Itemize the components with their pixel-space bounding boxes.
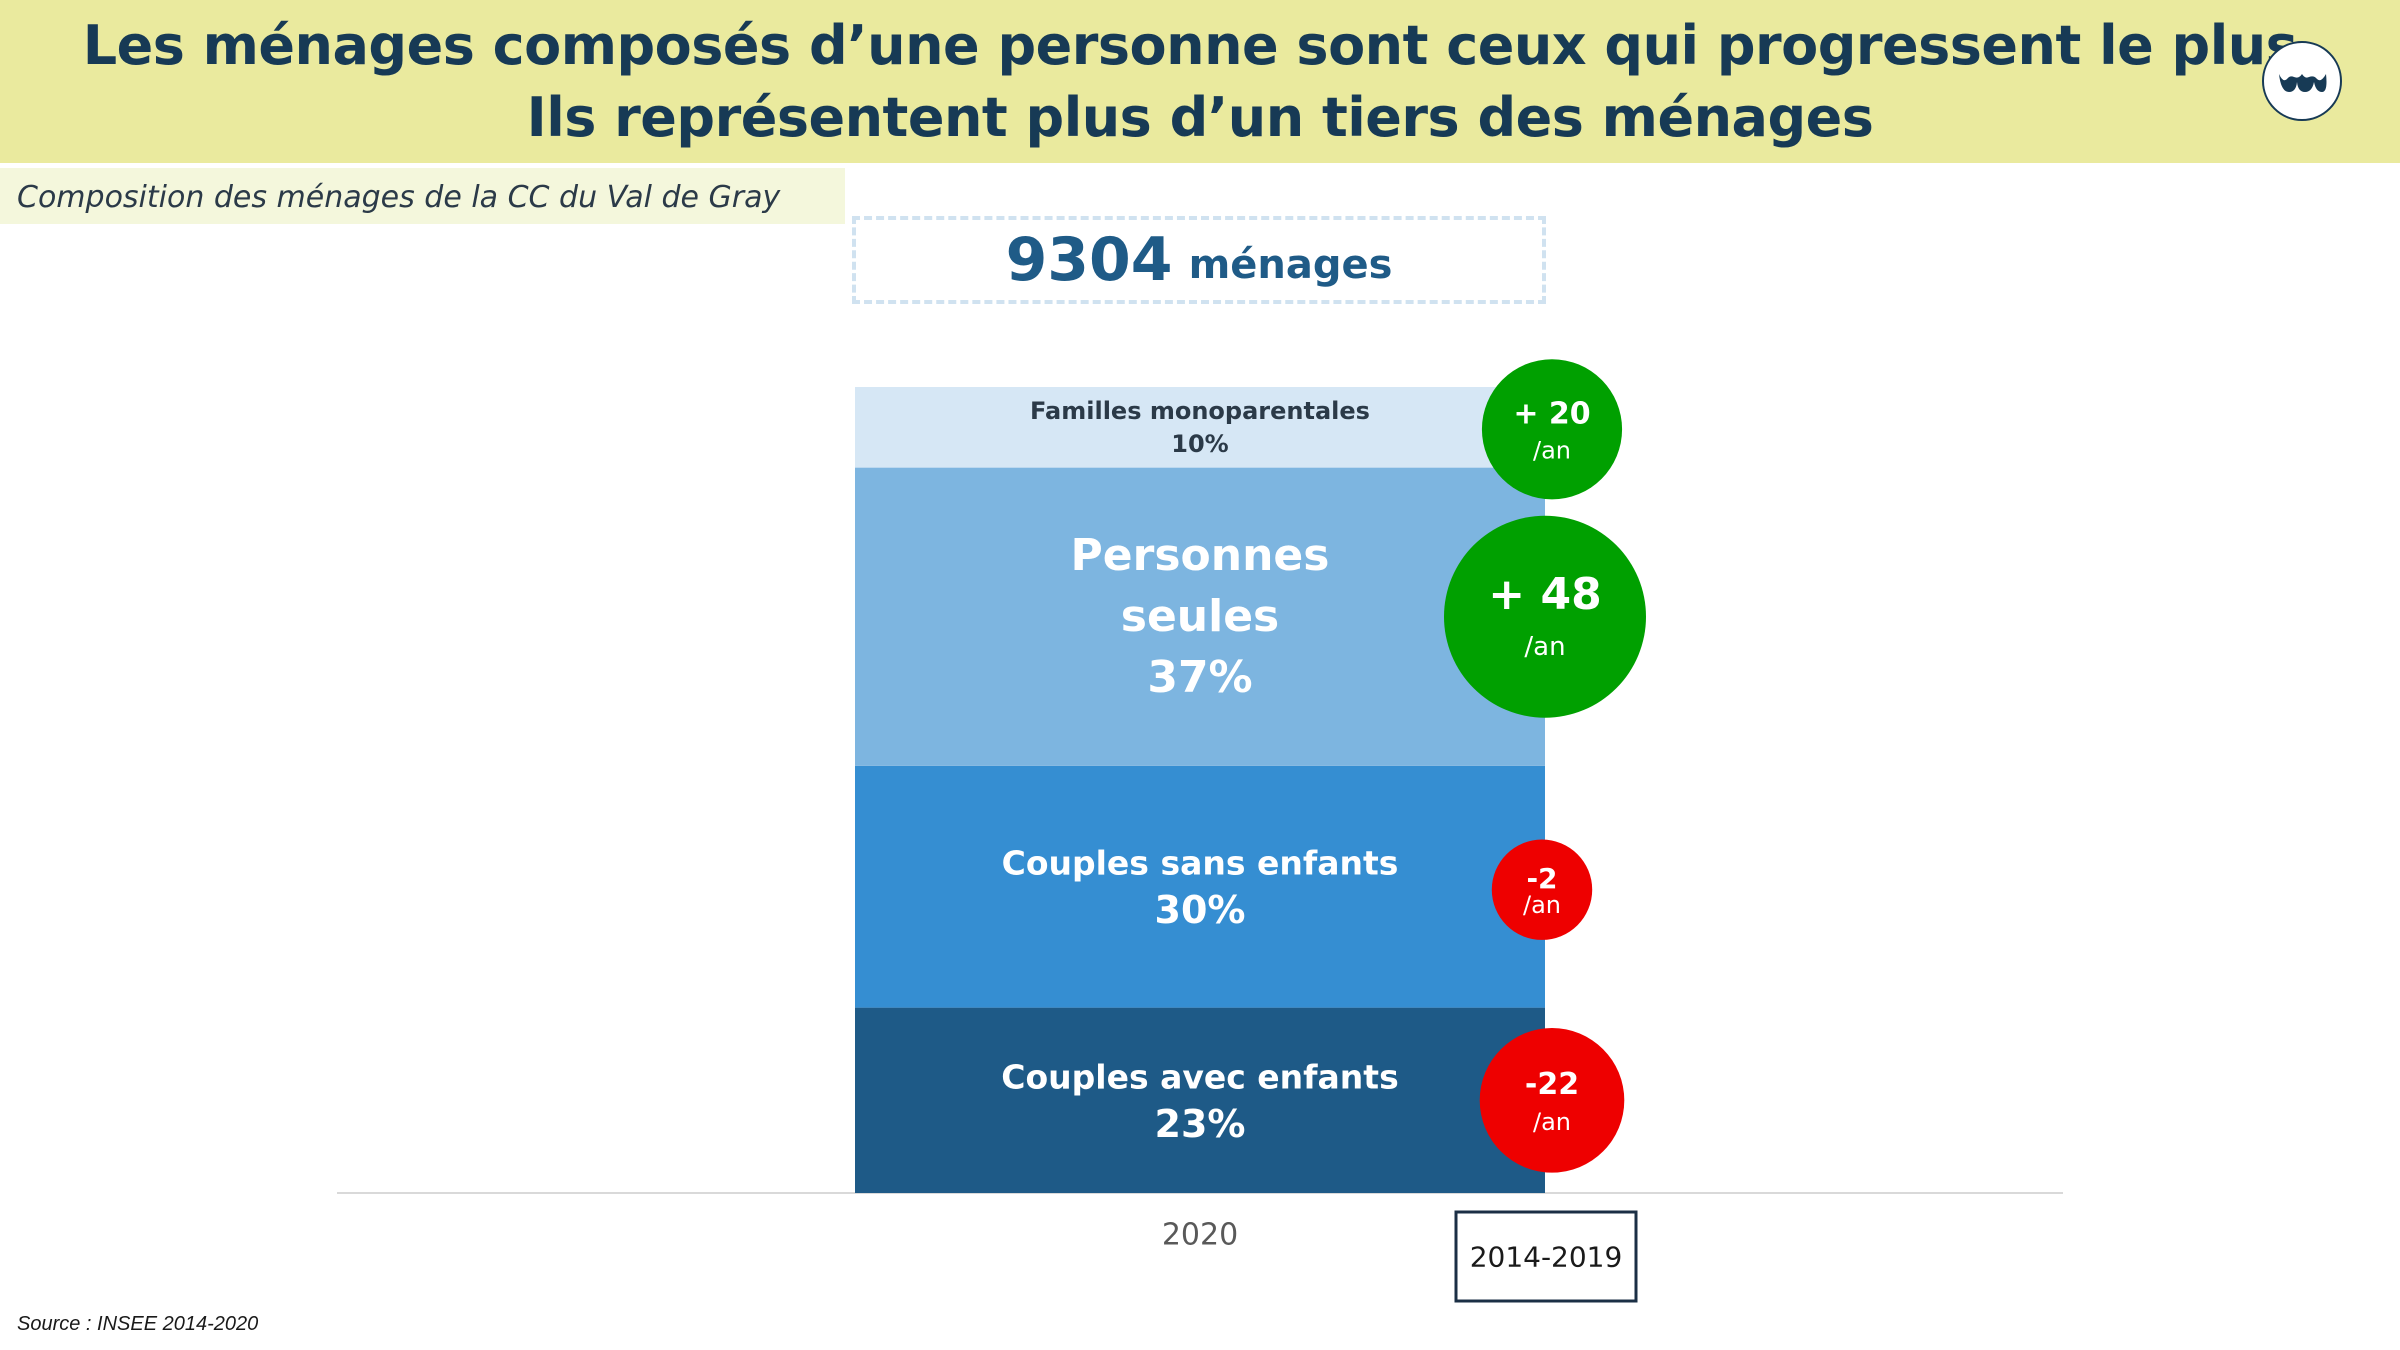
page-title-line-1: Les ménages composés d’une personne sont… [82,14,2318,77]
subtitle-band: Composition des ménages de la CC du Val … [0,168,845,224]
segment-value-label: 37% [1147,652,1252,703]
bar-segment-couples-sans-enfants [855,765,1545,1008]
bar-segment-couples-avec-enfants [855,1007,1545,1193]
growth-bubble [1491,839,1593,940]
growth-value-label: + 48 [1488,569,1601,620]
total-households-box: 9304 ménages [852,216,1546,304]
growth-period-box [1454,1210,1638,1303]
growth-unit-label: /an [1523,891,1561,919]
growth-unit-label: /an [1533,436,1571,464]
segment-category-label: Familles monoparentales [1030,397,1370,425]
page-title-line-2: Ils représentent plus d’un tiers des mén… [526,86,1874,149]
growth-value-label: + 20 [1513,396,1590,431]
bar-segment-familles-monoparentales [855,387,1545,468]
x-tick-label: 2020 [1162,1218,1238,1253]
bar-segment-personnes-seules [855,467,1545,766]
total-households-unit: ménages [1188,242,1393,288]
segment-value-label: 23% [1155,1102,1246,1146]
segment-category-label: Personnes [1071,530,1330,581]
growth-unit-label: /an [1524,632,1565,662]
total-households-number: 9304 [1005,225,1173,295]
segment-category-label: Couples avec enfants [1001,1057,1398,1096]
growth-value-label: -2 [1526,862,1557,895]
segment-value-label: 10% [1171,430,1228,458]
growth-period-label: 2014-2019 [1470,1241,1623,1274]
segment-value-label: 30% [1155,888,1246,932]
segment-category-label: seules [1121,591,1279,642]
brand-logo-icon [2262,41,2342,121]
source-note: Source : INSEE 2014-2020 [17,1313,259,1335]
growth-bubble [1481,359,1623,500]
title-banner: Les ménages composés d’une personne sont… [0,0,2400,163]
growth-bubble [1479,1028,1625,1173]
chart-subtitle: Composition des ménages de la CC du Val … [17,180,781,215]
growth-bubble [1444,515,1646,718]
growth-unit-label: /an [1533,1108,1571,1136]
growth-value-label: -22 [1525,1067,1579,1102]
segment-category-label: Couples sans enfants [1002,844,1399,883]
